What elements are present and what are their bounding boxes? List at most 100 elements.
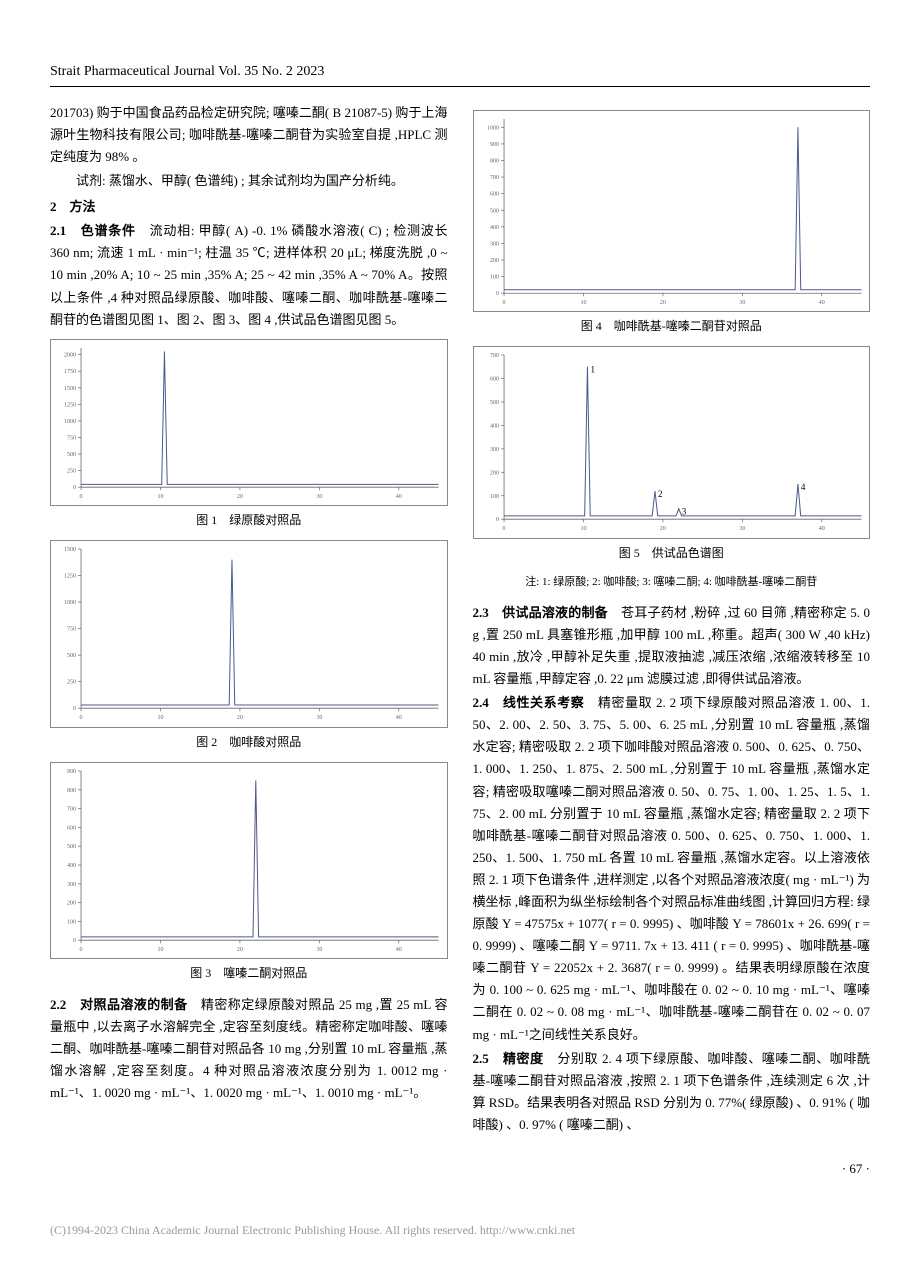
svg-text:500: 500	[67, 653, 76, 659]
svg-text:0: 0	[502, 527, 505, 533]
svg-text:500: 500	[490, 400, 499, 406]
svg-text:100: 100	[490, 494, 499, 500]
figure-4-chart: 0100200300400500600700800900100001020304…	[473, 110, 871, 312]
svg-text:800: 800	[67, 788, 76, 794]
svg-text:2: 2	[657, 490, 662, 500]
svg-text:750: 750	[67, 435, 76, 441]
svg-text:1750: 1750	[64, 369, 76, 375]
svg-text:400: 400	[490, 424, 499, 430]
svg-text:40: 40	[818, 300, 824, 306]
svg-text:0: 0	[80, 716, 83, 722]
svg-text:0: 0	[496, 518, 499, 524]
svg-text:10: 10	[580, 527, 586, 533]
svg-text:30: 30	[739, 527, 745, 533]
svg-text:900: 900	[490, 142, 499, 148]
svg-text:1250: 1250	[64, 402, 76, 408]
svg-text:0: 0	[496, 291, 499, 297]
figure-5-note: 注: 1: 绿原酸; 2: 咖啡酸; 3: 噻嗪二酮; 4: 咖啡酰基-噻嗪二酮…	[473, 573, 871, 592]
svg-text:40: 40	[396, 494, 402, 500]
svg-text:700: 700	[490, 175, 499, 181]
svg-text:10: 10	[580, 300, 586, 306]
svg-text:800: 800	[490, 158, 499, 164]
svg-text:10: 10	[157, 947, 163, 953]
svg-text:400: 400	[490, 225, 499, 231]
text-2-1: 流动相: 甲醇( A) -0. 1% 磷酸水溶液( C) ; 检测波长 360 …	[50, 223, 448, 326]
figure-5-chart: 0 100 200 300 400 500 600 700 0 10 20 30 40 1 2 3 4	[473, 346, 871, 538]
svg-text:1250: 1250	[64, 574, 76, 580]
figure-3-chart: 0100200300400500600700800900010203040	[50, 762, 448, 959]
left-column: 201703) 购于中国食品药品检定研究院; 噻嗪二酮( B 21087-5) …	[50, 102, 448, 1138]
svg-text:750: 750	[67, 627, 76, 633]
svg-text:200: 200	[67, 901, 76, 907]
svg-text:0: 0	[73, 707, 76, 713]
para-2-5: 2.5 精密度 分别取 2. 4 项下绿原酸、咖啡酸、噻嗪二酮、咖啡酰基-噻嗪二…	[473, 1048, 871, 1136]
svg-text:40: 40	[396, 947, 402, 953]
journal-header: Strait Pharmaceutical Journal Vol. 35 No…	[50, 60, 870, 87]
svg-text:20: 20	[237, 947, 243, 953]
heading-2-2: 2.2 对照品溶液的制备	[50, 997, 188, 1012]
svg-text:600: 600	[490, 191, 499, 197]
svg-text:300: 300	[490, 447, 499, 453]
para-reagent: 试剂: 蒸馏水、甲醇( 色谱纯) ; 其余试剂均为国产分析纯。	[50, 170, 448, 192]
svg-text:300: 300	[490, 241, 499, 247]
svg-text:1000: 1000	[64, 419, 76, 425]
svg-text:250: 250	[67, 468, 76, 474]
figure-2-caption: 图 2 咖啡酸对照品	[50, 732, 448, 752]
para-2-3: 2.3 供试品溶液的制备 苍耳子药材 ,粉碎 ,过 60 目筛 ,精密称定 5.…	[473, 602, 871, 690]
svg-text:40: 40	[818, 527, 824, 533]
svg-text:100: 100	[490, 274, 499, 280]
page-number: · 67 ·	[50, 1158, 870, 1180]
svg-text:0: 0	[502, 300, 505, 306]
right-column: 0100200300400500600700800900100001020304…	[473, 102, 871, 1138]
svg-text:500: 500	[67, 844, 76, 850]
svg-text:30: 30	[316, 494, 322, 500]
svg-text:600: 600	[490, 377, 499, 383]
svg-text:700: 700	[490, 353, 499, 359]
para-2-4: 2.4 线性关系考察 精密量取 2. 2 项下绿原酸对照品溶液 1. 00、1.…	[473, 692, 871, 1046]
svg-text:20: 20	[237, 494, 243, 500]
svg-text:2000: 2000	[64, 352, 76, 358]
svg-text:1000: 1000	[487, 125, 499, 131]
svg-text:10: 10	[157, 494, 163, 500]
svg-text:30: 30	[316, 947, 322, 953]
heading-2-3: 2.3 供试品溶液的制备	[473, 605, 608, 620]
figure-2-chart: 0 250 500 750 1000 1250 1500 0 10 20 30 40	[50, 540, 448, 727]
svg-text:20: 20	[659, 300, 665, 306]
para-201703: 201703) 购于中国食品药品检定研究院; 噻嗪二酮( B 21087-5) …	[50, 102, 448, 168]
svg-text:500: 500	[67, 452, 76, 458]
svg-text:900: 900	[67, 769, 76, 775]
para-2-1: 2.1 色谱条件 流动相: 甲醇( A) -0. 1% 磷酸水溶液( C) ; …	[50, 220, 448, 330]
para-2-2: 2.2 对照品溶液的制备 精密称定绿原酸对照品 25 mg ,置 25 mL 容…	[50, 994, 448, 1104]
svg-text:10: 10	[157, 716, 163, 722]
svg-text:1500: 1500	[64, 547, 76, 553]
svg-text:3: 3	[681, 507, 686, 517]
svg-text:250: 250	[67, 680, 76, 686]
svg-text:1: 1	[590, 365, 595, 375]
figure-1-caption: 图 1 绿原酸对照品	[50, 510, 448, 530]
svg-text:700: 700	[67, 807, 76, 813]
svg-text:4: 4	[800, 482, 805, 492]
svg-text:200: 200	[490, 258, 499, 264]
text-2-2: 精密称定绿原酸对照品 25 mg ,置 25 mL 容量瓶中 ,以去离子水溶解完…	[50, 997, 448, 1100]
heading-2-4: 2.4 线性关系考察	[473, 695, 585, 710]
copyright-footer: (C)1994-2023 China Academic Journal Elec…	[50, 1220, 870, 1240]
two-column-layout: 201703) 购于中国食品药品检定研究院; 噻嗪二酮( B 21087-5) …	[50, 102, 870, 1138]
svg-text:30: 30	[316, 716, 322, 722]
svg-text:40: 40	[396, 716, 402, 722]
svg-text:200: 200	[490, 471, 499, 477]
svg-text:20: 20	[237, 716, 243, 722]
svg-text:30: 30	[739, 300, 745, 306]
heading-2-1: 2.1 色谱条件	[50, 223, 136, 238]
svg-text:100: 100	[67, 919, 76, 925]
section-2-methods: 2 方法	[50, 196, 448, 218]
svg-text:1000: 1000	[64, 600, 76, 606]
svg-text:600: 600	[67, 825, 76, 831]
svg-text:1500: 1500	[64, 386, 76, 392]
heading-2-5: 2.5 精密度	[473, 1051, 544, 1066]
figure-3-caption: 图 3 噻嗪二酮对照品	[50, 963, 448, 983]
svg-text:20: 20	[659, 527, 665, 533]
svg-text:0: 0	[80, 494, 83, 500]
svg-text:0: 0	[80, 947, 83, 953]
svg-text:0: 0	[73, 485, 76, 491]
svg-text:0: 0	[73, 938, 76, 944]
